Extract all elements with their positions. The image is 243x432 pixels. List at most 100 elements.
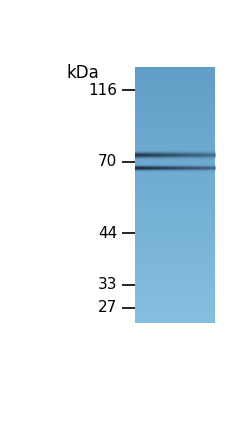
- Bar: [135, 67, 215, 68]
- Bar: [135, 240, 215, 241]
- Bar: [135, 197, 215, 198]
- Bar: [135, 209, 215, 210]
- Bar: [135, 160, 215, 161]
- Bar: [135, 192, 215, 193]
- Bar: [135, 249, 215, 250]
- Bar: [135, 138, 215, 139]
- Bar: [135, 199, 215, 200]
- Bar: [135, 245, 215, 246]
- Bar: [135, 307, 215, 308]
- Bar: [135, 146, 215, 147]
- Bar: [135, 276, 215, 277]
- Bar: [135, 288, 215, 289]
- Bar: [135, 115, 215, 116]
- Bar: [135, 219, 215, 220]
- Bar: [135, 103, 215, 104]
- Bar: [135, 231, 215, 232]
- Bar: [135, 96, 215, 97]
- Bar: [135, 236, 215, 237]
- Text: 27: 27: [98, 301, 117, 315]
- Bar: [135, 150, 215, 151]
- Bar: [135, 225, 215, 226]
- Bar: [135, 248, 215, 249]
- Bar: [135, 101, 215, 102]
- Bar: [135, 70, 215, 71]
- Bar: [135, 86, 215, 87]
- Bar: [135, 88, 215, 89]
- Bar: [135, 297, 215, 298]
- Bar: [135, 204, 215, 205]
- Bar: [135, 133, 215, 134]
- Bar: [135, 175, 215, 176]
- Bar: [135, 119, 215, 120]
- Bar: [135, 202, 215, 203]
- Bar: [135, 78, 215, 79]
- Bar: [135, 166, 215, 167]
- Bar: [135, 235, 215, 236]
- Bar: [135, 154, 215, 155]
- Bar: [135, 102, 215, 103]
- Bar: [135, 216, 215, 217]
- Bar: [135, 291, 215, 292]
- Bar: [135, 173, 215, 174]
- Bar: [135, 91, 215, 92]
- Bar: [135, 84, 215, 85]
- Bar: [135, 176, 215, 177]
- Bar: [135, 234, 215, 235]
- Bar: [135, 237, 215, 238]
- Bar: [135, 277, 215, 278]
- Bar: [135, 280, 215, 281]
- Bar: [135, 303, 215, 304]
- Bar: [135, 306, 215, 307]
- Bar: [135, 112, 215, 113]
- Bar: [135, 260, 215, 261]
- Bar: [135, 223, 215, 224]
- Bar: [135, 322, 215, 323]
- Bar: [135, 167, 215, 168]
- Bar: [135, 110, 215, 111]
- Bar: [135, 75, 215, 76]
- Bar: [135, 293, 215, 294]
- Bar: [135, 243, 215, 244]
- Bar: [135, 289, 215, 290]
- Bar: [135, 73, 215, 74]
- Bar: [135, 109, 215, 110]
- Bar: [135, 155, 215, 156]
- Bar: [135, 147, 215, 148]
- Bar: [135, 174, 215, 175]
- Bar: [135, 271, 215, 272]
- Bar: [135, 162, 215, 163]
- Bar: [135, 131, 215, 132]
- Bar: [135, 255, 215, 256]
- Bar: [135, 221, 215, 222]
- Bar: [135, 163, 215, 164]
- Bar: [135, 290, 215, 291]
- Bar: [135, 198, 215, 199]
- Bar: [135, 132, 215, 133]
- Bar: [135, 85, 215, 86]
- Bar: [135, 77, 215, 78]
- Bar: [135, 76, 215, 77]
- Bar: [135, 94, 215, 95]
- Bar: [135, 87, 215, 88]
- Bar: [135, 113, 215, 114]
- Bar: [135, 299, 215, 300]
- Bar: [135, 213, 215, 214]
- Bar: [135, 171, 215, 172]
- Bar: [135, 321, 215, 322]
- Bar: [135, 304, 215, 305]
- Bar: [135, 89, 215, 90]
- Bar: [135, 262, 215, 263]
- Bar: [135, 184, 215, 185]
- Bar: [135, 318, 215, 319]
- Bar: [135, 233, 215, 234]
- Bar: [135, 129, 215, 130]
- Bar: [135, 100, 215, 101]
- Bar: [135, 178, 215, 179]
- Bar: [135, 182, 215, 183]
- Bar: [135, 157, 215, 158]
- Bar: [135, 264, 215, 265]
- Bar: [135, 139, 215, 140]
- Bar: [135, 296, 215, 297]
- Bar: [135, 74, 215, 75]
